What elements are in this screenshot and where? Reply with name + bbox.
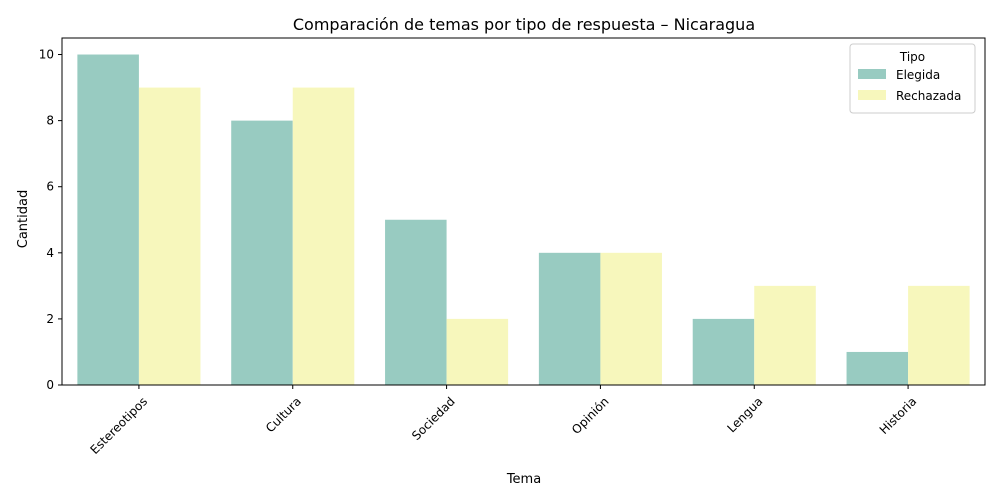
- bar-estereotipos-rechazada: [138, 87, 201, 385]
- x-tick-label: Opinión: [569, 394, 612, 437]
- bar-estereotipos-elegida: [77, 54, 139, 386]
- legend-label-elegida: Elegida: [896, 68, 940, 82]
- bar-opinion-rechazada: [600, 252, 662, 385]
- x-tick-label: Lengua: [724, 394, 765, 435]
- legend-label-rechazada: Rechazada: [896, 89, 961, 103]
- y-tick-label: 4: [46, 246, 54, 260]
- bars-layer: [77, 54, 970, 386]
- legend-title: Tipo: [899, 50, 925, 64]
- legend-swatch-rechazada: [858, 90, 886, 100]
- y-axis-label: Cantidad: [16, 190, 31, 248]
- bar-lengua-elegida: [692, 318, 755, 385]
- bar-sociedad-elegida: [385, 219, 447, 385]
- legend-swatch-elegida: [858, 69, 886, 79]
- y-tick-label: 10: [39, 48, 54, 62]
- legend: Tipo Elegida Rechazada: [849, 43, 976, 114]
- bar-opinion-elegida: [538, 252, 601, 385]
- chart-title: Comparación de temas por tipo de respues…: [293, 15, 755, 34]
- bar-lengua-rechazada: [754, 285, 816, 385]
- y-tick-label: 0: [46, 378, 54, 392]
- bar-cultura-rechazada: [292, 87, 355, 385]
- bar-historia-elegida: [846, 351, 909, 385]
- bar-cultura-elegida: [231, 120, 293, 386]
- y-tick-label: 6: [46, 180, 54, 194]
- x-tick-label: Sociedad: [409, 394, 458, 443]
- x-tick-label: Historia: [877, 394, 920, 437]
- x-axis-label: Tema: [506, 472, 541, 487]
- bar-historia-rechazada: [908, 285, 970, 385]
- bar-sociedad-rechazada: [446, 318, 509, 385]
- x-tick-label: Cultura: [263, 394, 304, 435]
- x-tick-label: Estereotipos: [87, 394, 150, 457]
- y-tick-label: 8: [46, 114, 54, 128]
- plot-frame: [61, 37, 986, 386]
- y-tick-label: 2: [46, 312, 54, 326]
